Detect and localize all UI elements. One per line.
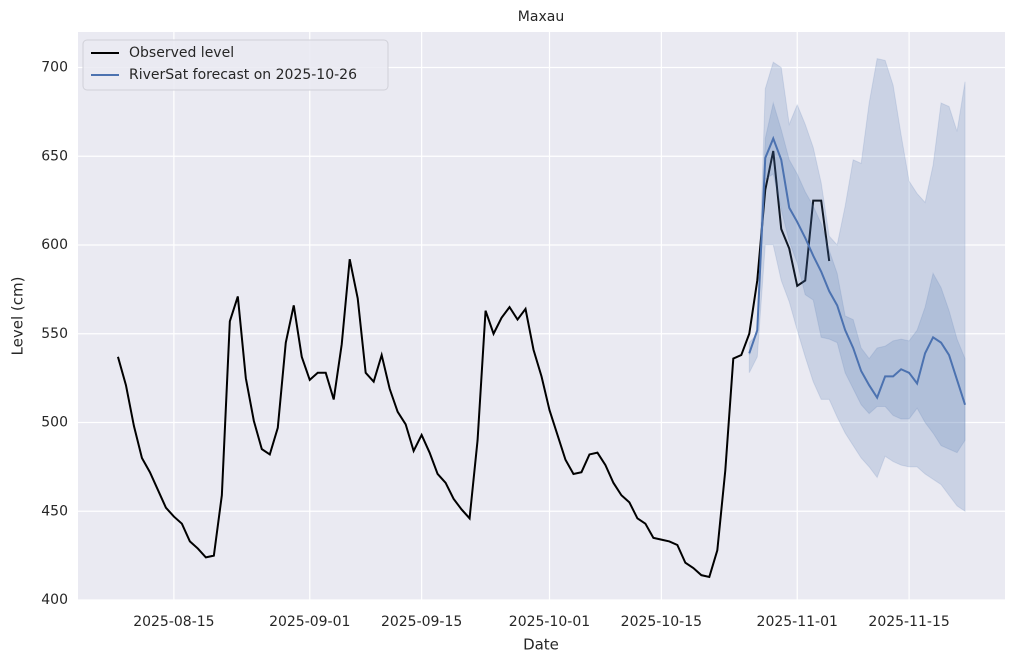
- x-axis-label: Date: [523, 636, 559, 654]
- x-tick-label: 2025-10-01: [509, 614, 590, 630]
- chart-title: Maxau: [518, 9, 564, 25]
- y-tick-label: 500: [41, 415, 68, 431]
- y-axis-label: Level (cm): [9, 277, 27, 356]
- y-tick-label: 450: [41, 503, 68, 519]
- x-tick-label: 2025-11-15: [868, 614, 949, 630]
- forecast-band: [748, 101, 966, 454]
- legend: [82, 39, 389, 91]
- series-line: [748, 135, 966, 406]
- forecast-band: [748, 58, 966, 513]
- y-tick-label: 600: [41, 237, 68, 253]
- x-tick-label: 2025-08-15: [133, 614, 214, 630]
- x-tick-label: 2025-11-01: [757, 614, 838, 630]
- x-tick-label: 2025-09-15: [381, 614, 462, 630]
- x-tick-label: 2025-09-01: [269, 614, 350, 630]
- y-tick-label: 400: [41, 592, 68, 608]
- x-tick-label: 2025-10-15: [621, 614, 702, 630]
- legend-label: Observed level: [129, 45, 234, 61]
- y-tick-label: 550: [41, 326, 68, 342]
- series-line: [116, 150, 831, 579]
- legend-label: RiverSat forecast on 2025-10-26: [129, 67, 357, 83]
- y-tick-label: 650: [41, 148, 68, 164]
- y-tick-label: 700: [41, 60, 68, 76]
